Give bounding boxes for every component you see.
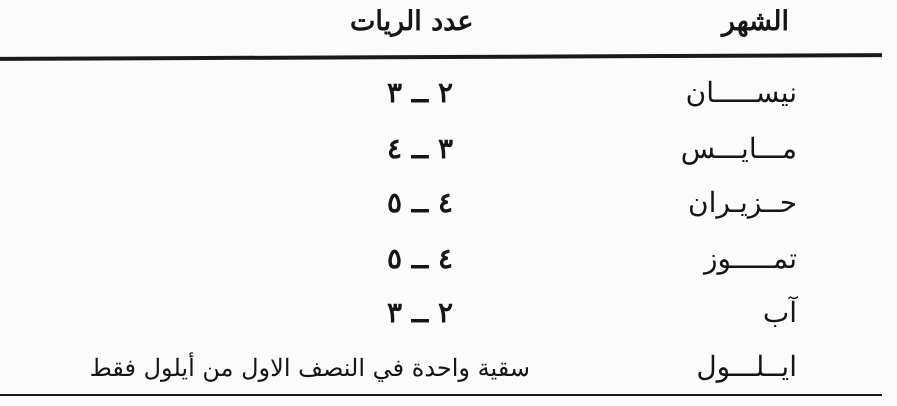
header-rule (0, 53, 883, 61)
table-row: مـــايـــس ٣ ــ ٤ (0, 132, 897, 188)
count-cell: ٤ ــ ٥ (387, 186, 453, 219)
count-cell: سقية واحدة في النصف الاول من أيلول فقط (89, 354, 530, 382)
bottom-rule (0, 394, 882, 396)
header-irrigation-count: عدد الريات (350, 6, 474, 37)
table-row: نيســـــان ٢ ــ ٣ (0, 76, 897, 132)
table-row: ايــلـــول سقية واحدة في النصف الاول من … (0, 350, 897, 406)
count-cell: ٤ ــ ٥ (387, 242, 453, 275)
month-cell: حــزيـران (688, 186, 797, 219)
table-row: حــزيـران ٤ ــ ٥ (0, 186, 897, 242)
count-cell: ٣ ــ ٤ (387, 132, 453, 165)
table-row: آب ٢ ــ ٣ (0, 296, 897, 352)
table-row: تمـــــوز ٤ ــ ٥ (0, 242, 897, 298)
month-cell: آب (762, 296, 797, 329)
header-month: الشهر (721, 6, 789, 37)
month-cell: نيســـــان (685, 76, 797, 109)
count-cell: ٢ ــ ٣ (387, 76, 453, 109)
month-cell: تمـــــوز (704, 242, 797, 275)
count-cell: ٢ ــ ٣ (387, 296, 453, 329)
month-cell: مـــايـــس (680, 132, 797, 165)
month-cell: ايــلـــول (696, 350, 797, 383)
